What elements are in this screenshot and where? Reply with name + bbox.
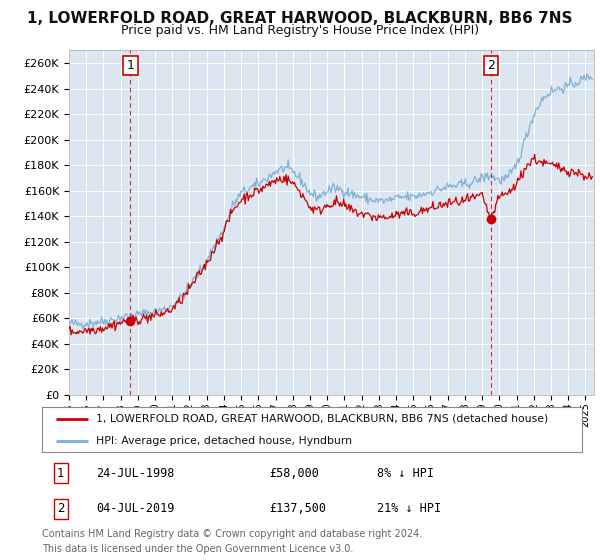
Text: 04-JUL-2019: 04-JUL-2019 (96, 502, 175, 515)
Text: This data is licensed under the Open Government Licence v3.0.: This data is licensed under the Open Gov… (42, 544, 353, 554)
Text: 1, LOWERFOLD ROAD, GREAT HARWOOD, BLACKBURN, BB6 7NS: 1, LOWERFOLD ROAD, GREAT HARWOOD, BLACKB… (27, 11, 573, 26)
Text: £137,500: £137,500 (269, 502, 326, 515)
Text: 1, LOWERFOLD ROAD, GREAT HARWOOD, BLACKBURN, BB6 7NS (detached house): 1, LOWERFOLD ROAD, GREAT HARWOOD, BLACKB… (96, 414, 548, 424)
Text: 1: 1 (57, 466, 65, 480)
Text: HPI: Average price, detached house, Hyndburn: HPI: Average price, detached house, Hynd… (96, 436, 352, 446)
Text: Contains HM Land Registry data © Crown copyright and database right 2024.: Contains HM Land Registry data © Crown c… (42, 529, 422, 539)
Text: £58,000: £58,000 (269, 466, 319, 480)
Text: 2: 2 (487, 59, 494, 72)
Text: Price paid vs. HM Land Registry's House Price Index (HPI): Price paid vs. HM Land Registry's House … (121, 24, 479, 37)
Text: 1: 1 (127, 59, 134, 72)
Text: 2: 2 (57, 502, 65, 515)
Text: 8% ↓ HPI: 8% ↓ HPI (377, 466, 434, 480)
Text: 21% ↓ HPI: 21% ↓ HPI (377, 502, 441, 515)
Text: 24-JUL-1998: 24-JUL-1998 (96, 466, 175, 480)
